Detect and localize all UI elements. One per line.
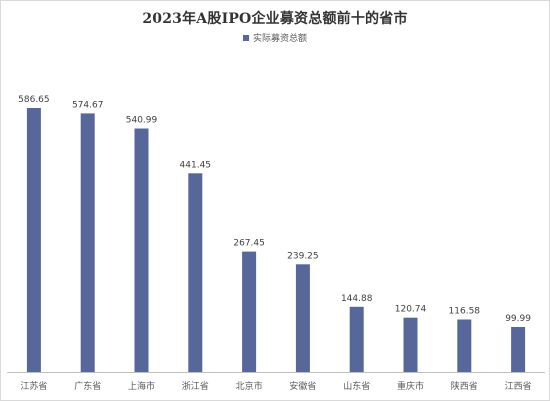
data-label: 586.65	[18, 95, 50, 105]
data-label: 267.45	[233, 239, 265, 249]
x-tick-label: 北京市	[236, 380, 263, 392]
chart-title: 2023年A股IPO企业募资总额前十的省市	[142, 11, 408, 27]
x-tick-label: 江苏省	[20, 380, 47, 392]
bar	[295, 264, 310, 372]
bar	[403, 317, 418, 372]
x-tick-label: 浙江省	[182, 380, 209, 392]
x-tick-label: 江西省	[505, 380, 532, 392]
bar	[134, 128, 149, 372]
bar	[511, 327, 526, 372]
legend-label: 实际募资总额	[252, 34, 307, 44]
data-label: 116.58	[449, 307, 481, 317]
x-tick-label: 重庆市	[397, 380, 424, 392]
data-label: 441.45	[180, 160, 212, 170]
data-label: 540.99	[126, 116, 158, 126]
data-label: 239.25	[287, 251, 319, 261]
data-label: 99.99	[505, 314, 531, 324]
legend: 实际募资总额	[0, 31, 550, 44]
x-tick-label: 广东省	[74, 380, 101, 392]
bar	[188, 173, 203, 372]
bar	[26, 108, 41, 372]
bar	[80, 113, 95, 373]
data-label: 574.67	[72, 100, 104, 110]
bar	[242, 251, 257, 372]
legend-swatch	[242, 34, 249, 41]
data-label: 120.74	[395, 305, 427, 315]
data-label: 144.88	[341, 294, 373, 304]
x-tick-label: 安徽省	[289, 380, 316, 392]
x-tick-label: 山东省	[343, 380, 370, 392]
bar	[349, 306, 364, 372]
x-tick-label: 上海市	[128, 380, 155, 392]
x-tick-label: 陕西省	[451, 380, 478, 392]
bar	[457, 319, 472, 372]
